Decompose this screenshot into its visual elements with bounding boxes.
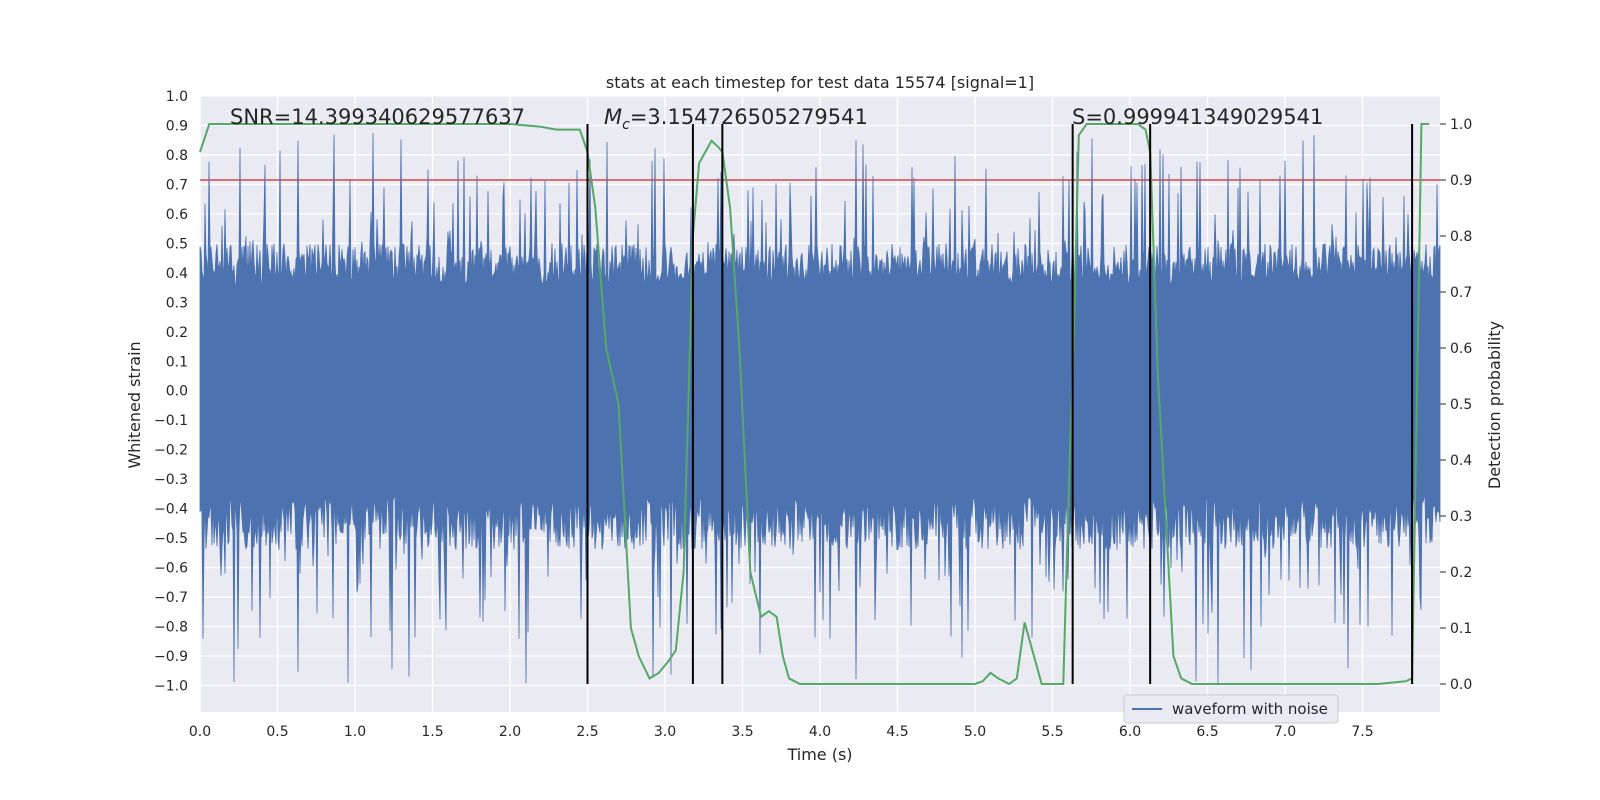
y-tick-label: −0.7	[154, 590, 188, 606]
y2-tick-label: 0.1	[1450, 621, 1472, 637]
y2-tick-label: 0.4	[1450, 453, 1472, 469]
x-axis-ticks: 0.0 0.5 1.0 1.5 2.0 2.5 3.0 3.5 4.0 4.5 5.0 5.5 6.0 6…	[189, 724, 1374, 740]
y-tick-label: −0.1	[154, 413, 188, 429]
x-tick-label: 0.0	[189, 724, 211, 740]
chirp-mass-annotation: Mc=3.154726505279541	[604, 105, 868, 133]
x-tick-label: 7.5	[1351, 724, 1373, 740]
x-tick-label: 7.0	[1274, 724, 1296, 740]
x-tick-label: 4.5	[886, 724, 908, 740]
chart-title: stats at each timestep for test data 155…	[606, 73, 1034, 92]
y2-axis-label: Detection probability	[1485, 321, 1504, 489]
x-tick-label: 1.0	[344, 724, 366, 740]
y-tick-label: −0.8	[154, 620, 188, 636]
y-axis-ticks: 1.0 0.9 0.8 0.7 0.6 0.5 0.4 0.3 0.2 0.1 0.0 −0.1 −0.…	[154, 89, 188, 694]
y-tick-label: 0.0	[166, 384, 188, 400]
x-tick-label: 2.5	[576, 724, 598, 740]
y2-tick-label: 0.9	[1450, 173, 1472, 189]
y-tick-label: −0.9	[154, 649, 188, 665]
y2-axis-ticks: 1.0 0.9 0.8 0.7 0.6 0.5 0.4 0.3 0.2 0.1 0.0	[1440, 117, 1472, 693]
y2-tick-label: 0.0	[1450, 677, 1472, 693]
probability-series	[199, 123, 1430, 686]
x-tick-label: 1.5	[421, 724, 443, 740]
x-tick-label: 6.5	[1196, 724, 1218, 740]
y-tick-label: 0.7	[166, 177, 188, 193]
x-tick-label: 5.5	[1041, 724, 1063, 740]
y-tick-label: −0.4	[154, 502, 188, 518]
x-tick-label: 2.0	[499, 724, 521, 740]
chirp-mass-subscript: c	[622, 117, 630, 133]
detection-probability-line	[199, 123, 1430, 686]
chirp-mass-symbol: M	[604, 105, 622, 129]
x-tick-label: 6.0	[1119, 724, 1141, 740]
y-tick-label: 1.0	[166, 89, 188, 105]
legend-label: waveform with noise	[1172, 700, 1328, 718]
y2-tick-label: 0.2	[1450, 565, 1472, 581]
x-tick-label: 5.0	[964, 724, 986, 740]
y2-tick-label: 0.3	[1450, 509, 1472, 525]
y-axis-label: Whitened strain	[125, 341, 144, 468]
y-tick-label: −1.0	[154, 678, 188, 694]
y2-tick-label: 0.6	[1450, 341, 1472, 357]
y-tick-label: −0.3	[154, 472, 188, 488]
waveform-trace	[199, 132, 1441, 684]
y-tick-label: 0.6	[166, 207, 188, 223]
x-tick-label: 3.0	[654, 724, 676, 740]
y-tick-label: −0.6	[154, 561, 188, 577]
s-annotation: S=0.999941349029541	[1072, 105, 1323, 129]
y-tick-label: 0.9	[166, 118, 188, 134]
snr-annotation: SNR=14.399340629577637	[230, 105, 525, 129]
legend-box	[1123, 694, 1339, 724]
legend: waveform with noise	[1123, 694, 1339, 724]
y-tick-label: 0.5	[166, 236, 188, 252]
x-tick-label: 3.5	[731, 724, 753, 740]
y2-tick-label: 1.0	[1450, 117, 1472, 133]
chirp-mass-value: =3.154726505279541	[630, 105, 868, 129]
y2-tick-label: 0.8	[1450, 229, 1472, 245]
y2-tick-label: 0.5	[1450, 397, 1472, 413]
y-tick-label: 0.3	[166, 295, 188, 311]
y-tick-label: −0.5	[154, 531, 188, 547]
vertical-markers	[586, 124, 1414, 684]
waveform-series	[199, 132, 1441, 684]
y-tick-label: −0.2	[154, 443, 188, 459]
x-axis-label: Time (s)	[786, 745, 852, 764]
y-tick-label: 0.4	[166, 266, 188, 282]
x-tick-label: 0.5	[266, 724, 288, 740]
x-tick-label: 4.0	[809, 724, 831, 740]
y-tick-label: 0.1	[166, 354, 188, 370]
y-tick-label: 0.8	[166, 148, 188, 164]
y-tick-label: 0.2	[166, 325, 188, 341]
y2-tick-label: 0.7	[1450, 285, 1472, 301]
